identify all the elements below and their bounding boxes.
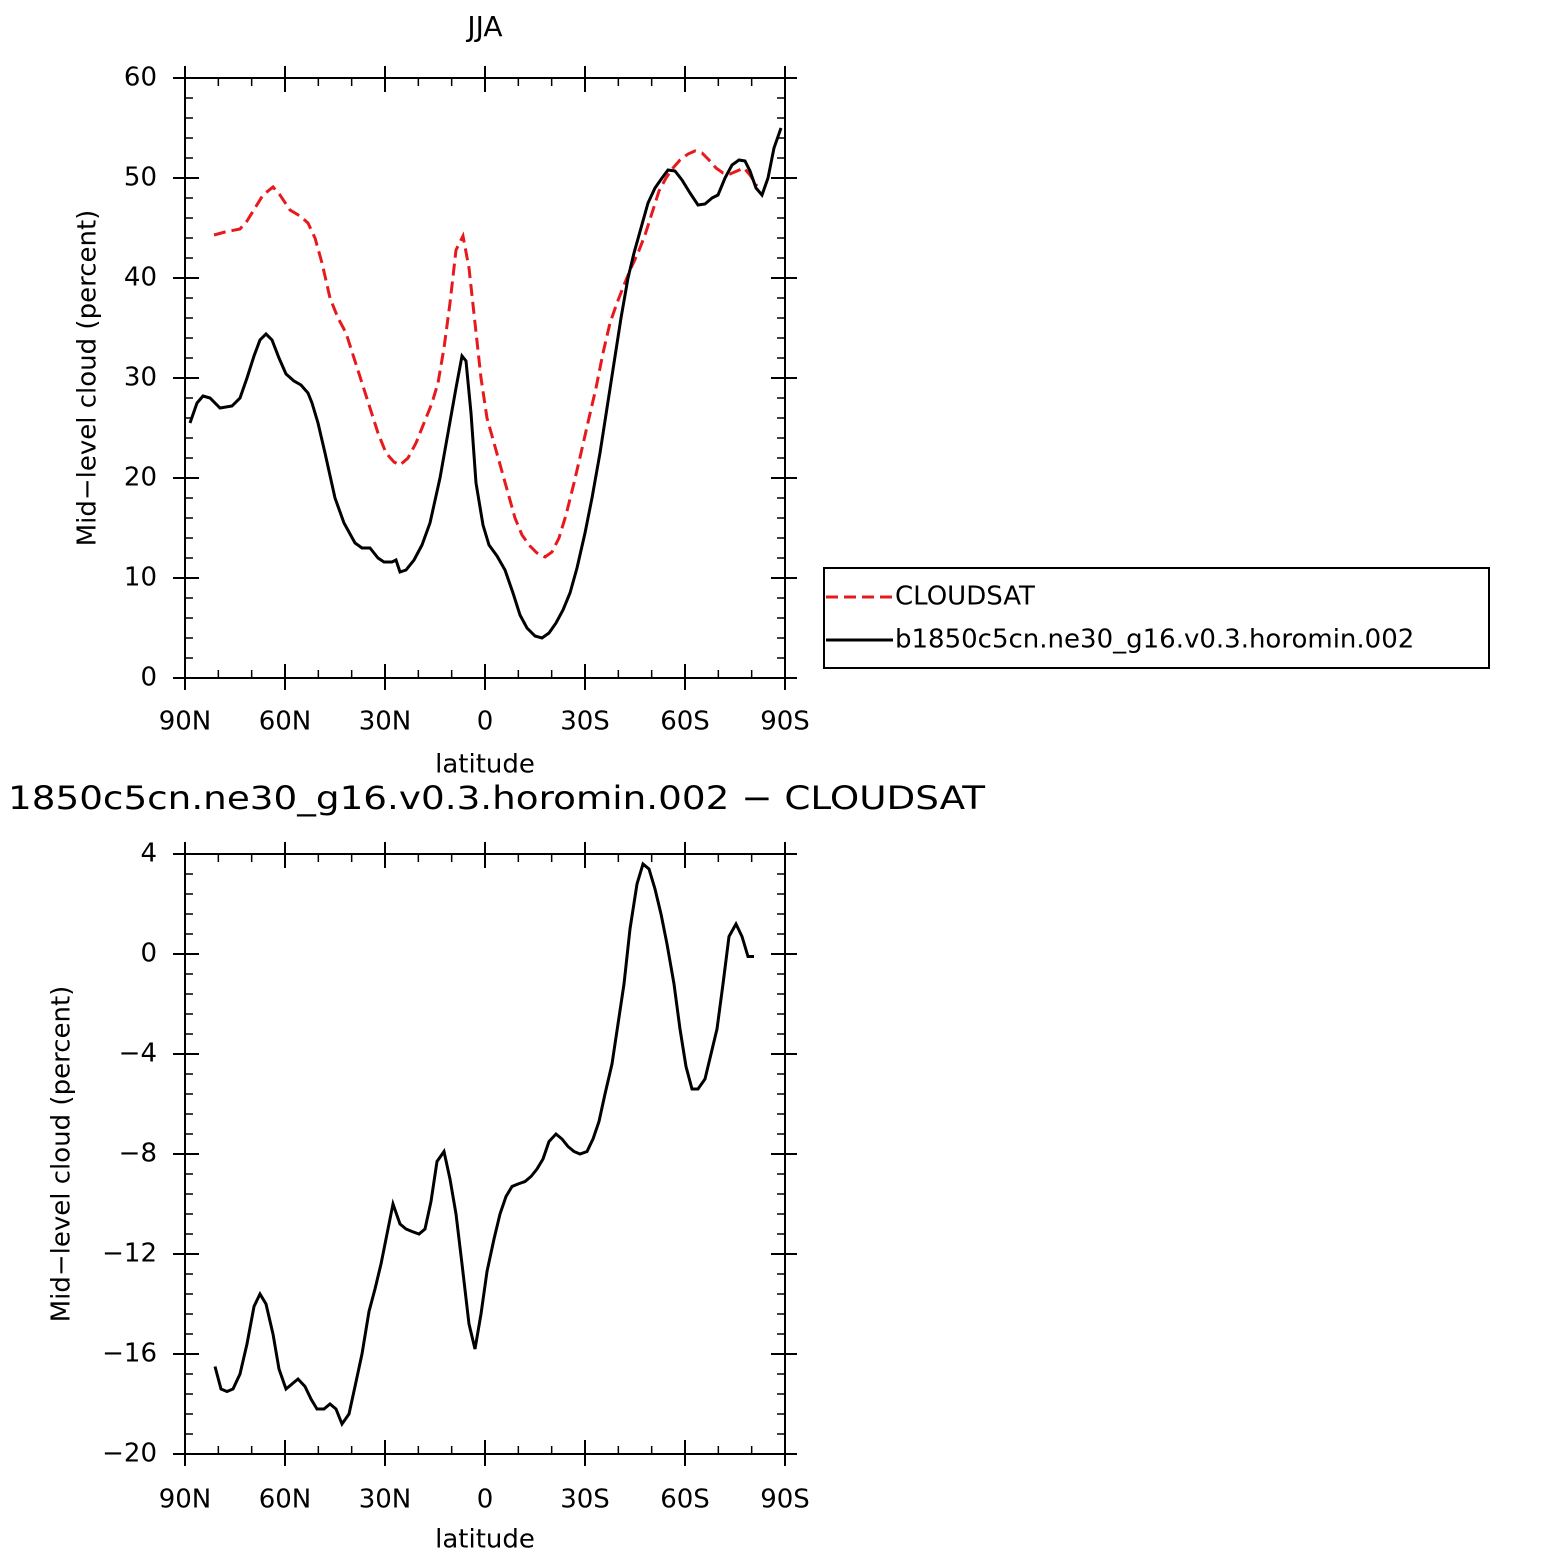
- x-tick-label: 0: [477, 1485, 494, 1515]
- x-tick-label: 60N: [259, 1485, 312, 1515]
- legend-label: CLOUDSAT: [895, 582, 1035, 612]
- x-tick-label: 90S: [760, 1485, 810, 1515]
- y-tick-label: −12: [102, 1239, 157, 1269]
- series-line: [213, 149, 759, 559]
- x-tick-label: 60S: [660, 1485, 710, 1515]
- x-tick-label: 90N: [159, 1485, 212, 1515]
- y-tick-label: 4: [140, 839, 157, 869]
- x-tick-label: 30S: [560, 707, 610, 737]
- chart-title: 1850c5cn.ne30_g16.v0.3.horomin.002 − CLO…: [8, 779, 986, 817]
- y-tick-label: 20: [124, 463, 157, 493]
- chart-title: JJA: [465, 10, 502, 43]
- y-tick-label: 0: [140, 939, 157, 969]
- y-tick-label: −20: [102, 1439, 157, 1469]
- y-axis-label: Mid−level cloud (percent): [47, 986, 77, 1323]
- y-tick-label: 0: [140, 663, 157, 693]
- x-tick-label: 30N: [359, 707, 412, 737]
- x-tick-label: 90S: [760, 707, 810, 737]
- x-axis-label: latitude: [435, 1525, 535, 1555]
- y-tick-label: 60: [124, 63, 157, 93]
- plot-frame: [184, 77, 786, 679]
- x-tick-label: 30S: [560, 1485, 610, 1515]
- y-tick-label: 40: [124, 263, 157, 293]
- y-tick-label: 10: [124, 563, 157, 593]
- y-tick-label: −8: [119, 1139, 157, 1169]
- y-tick-label: 30: [124, 363, 157, 393]
- legend-box: [823, 567, 1490, 669]
- x-axis-label: latitude: [435, 750, 535, 780]
- x-tick-label: 90N: [159, 707, 212, 737]
- series-line: [213, 861, 754, 1428]
- x-tick-label: 60N: [259, 707, 312, 737]
- series-line: [188, 127, 783, 640]
- y-tick-label: 50: [124, 163, 157, 193]
- x-tick-label: 60S: [660, 707, 710, 737]
- y-axis-label: Mid−level cloud (percent): [73, 210, 103, 547]
- y-tick-label: −16: [102, 1339, 157, 1369]
- x-tick-label: 30N: [359, 1485, 412, 1515]
- plot-frame: [184, 853, 786, 1455]
- y-tick-label: −4: [119, 1039, 157, 1069]
- legend-label: b1850c5cn.ne30_g16.v0.3.horomin.002: [895, 625, 1414, 655]
- x-tick-label: 0: [477, 707, 494, 737]
